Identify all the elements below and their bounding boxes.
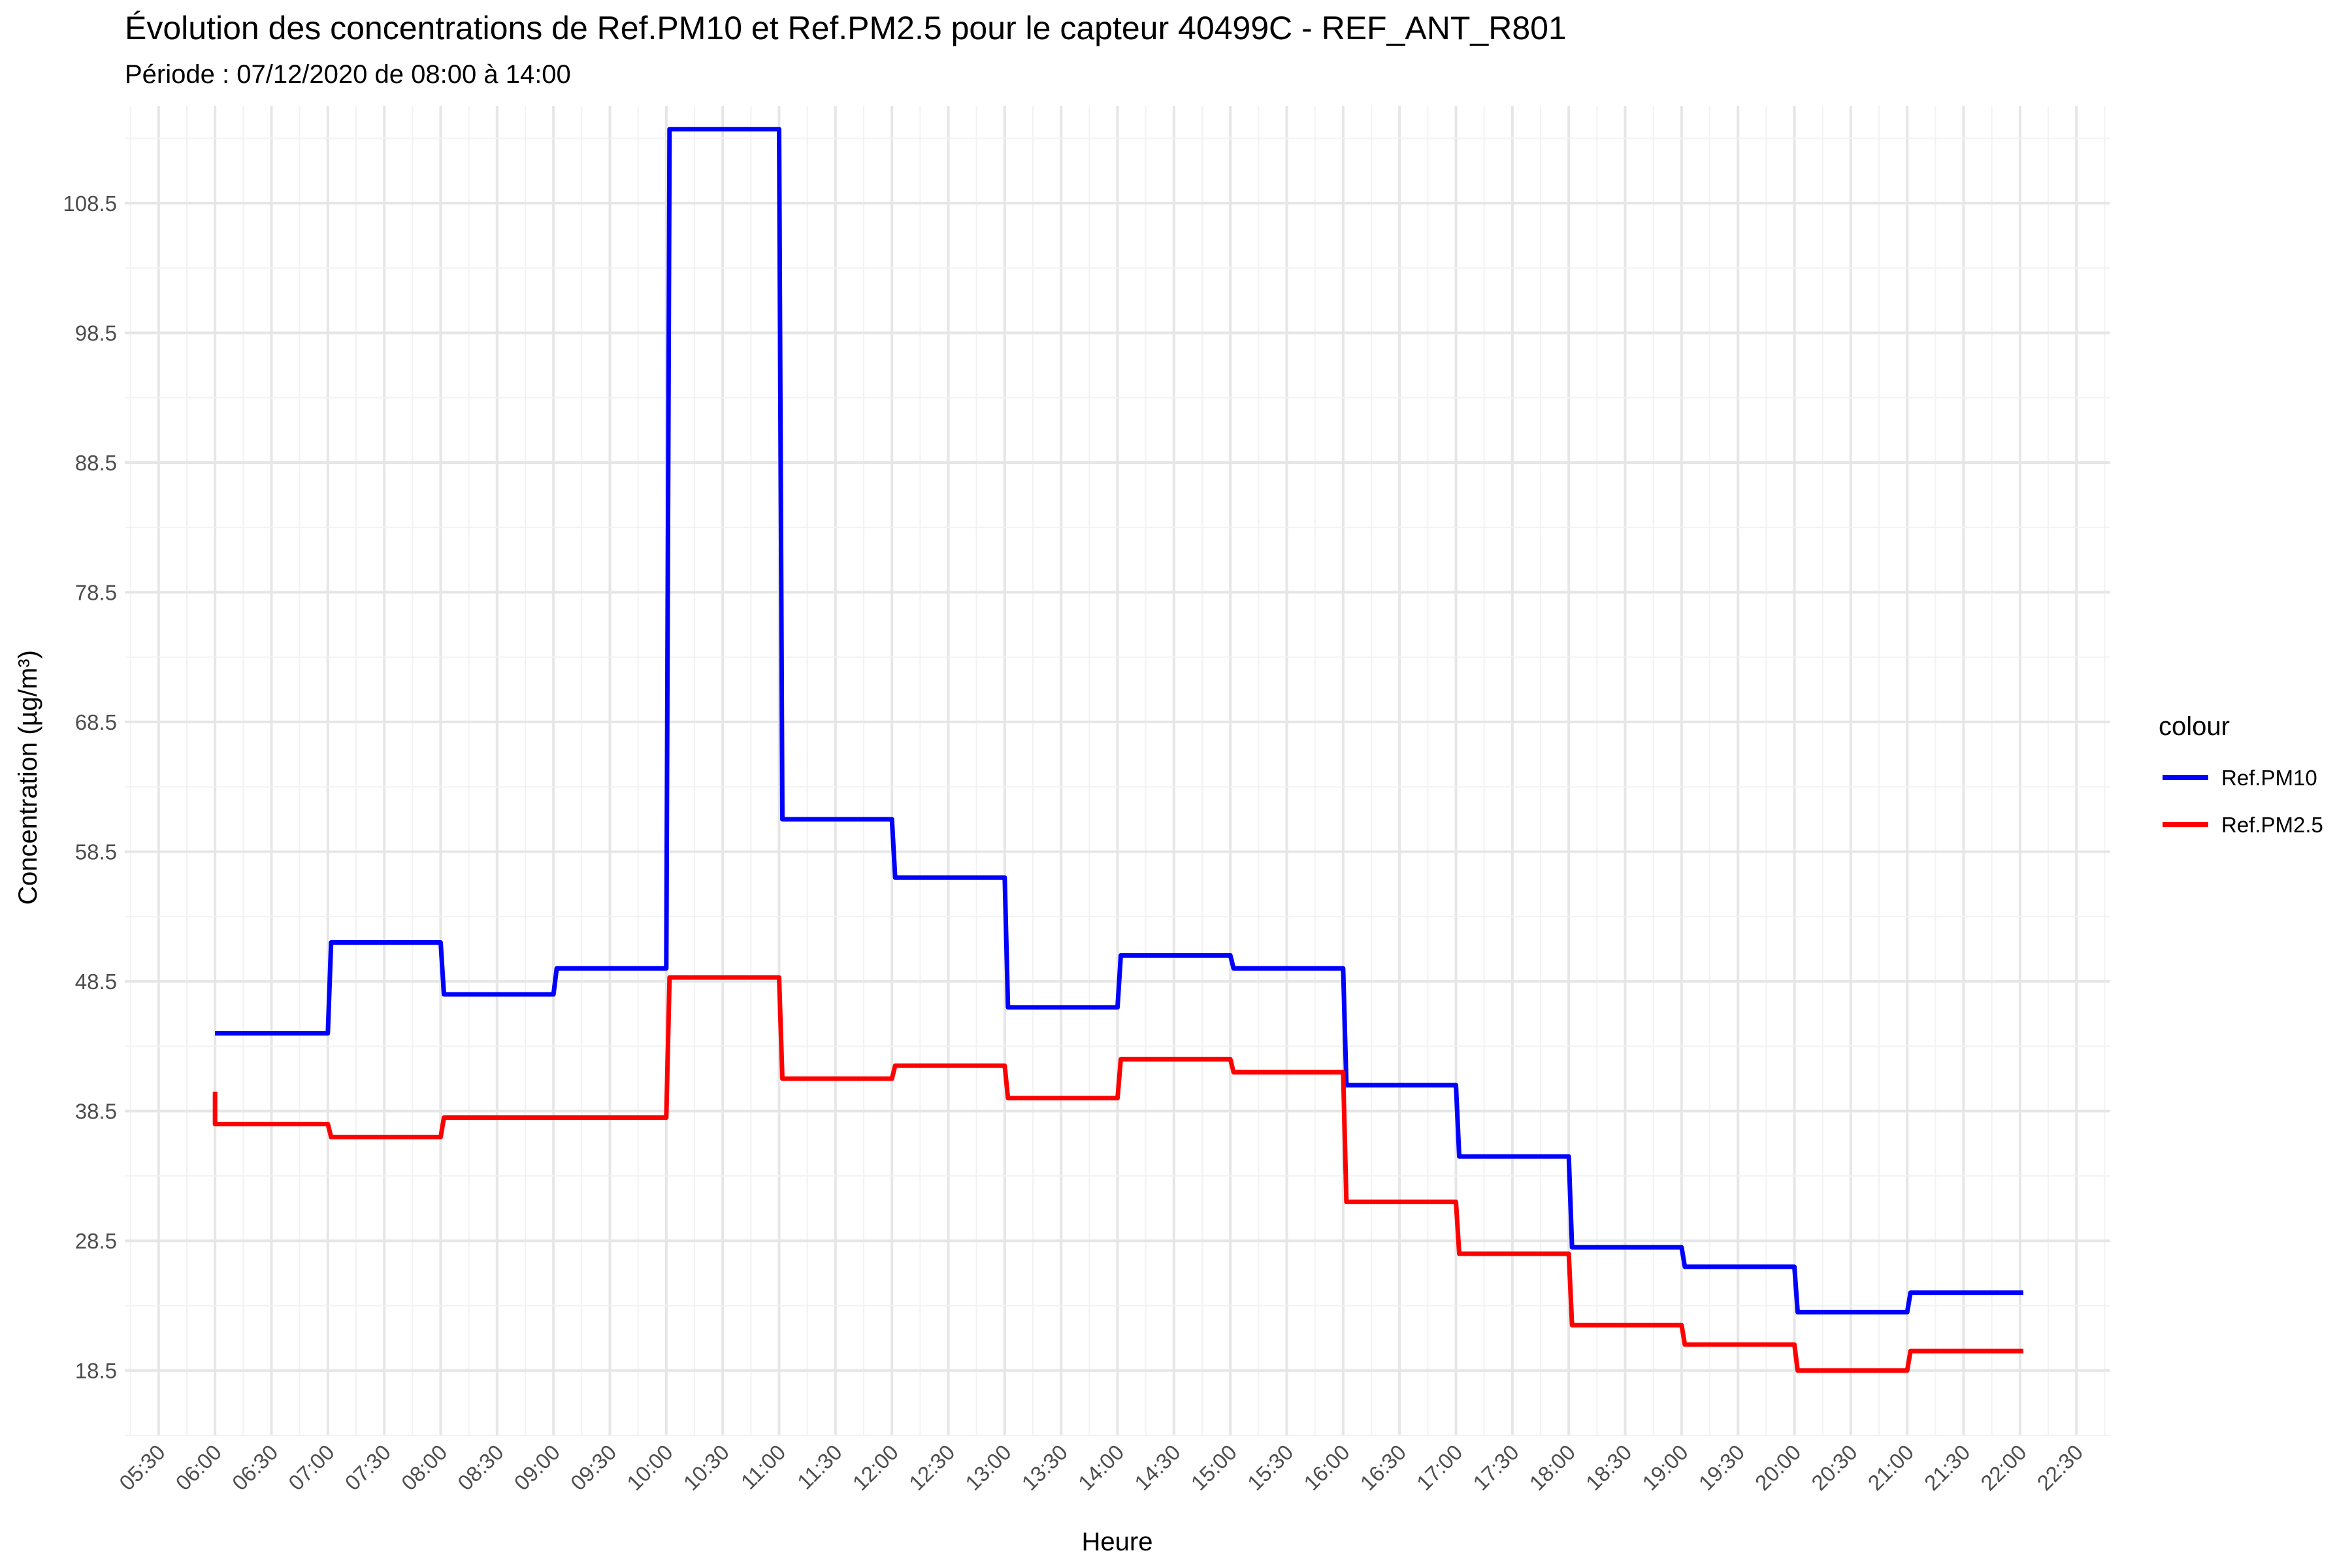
x-tick-label: 07:00 [284, 1440, 339, 1495]
x-tick-label: 19:30 [1694, 1440, 1750, 1495]
x-tick-label: 14:00 [1073, 1440, 1129, 1495]
y-tick-label: 58.5 [75, 840, 117, 864]
x-tick-label: 16:00 [1299, 1440, 1354, 1495]
x-tick-label: 08:00 [397, 1440, 452, 1495]
x-tick-label: 12:30 [904, 1440, 960, 1495]
x-tick-label: 06:00 [171, 1440, 227, 1495]
x-tick-label: 17:00 [1412, 1440, 1467, 1495]
x-tick-label: 08:30 [453, 1440, 508, 1495]
y-tick-label: 48.5 [75, 970, 117, 994]
x-tick-label: 13:00 [960, 1440, 1016, 1495]
y-tick-label: 38.5 [75, 1100, 117, 1124]
x-tick-label: 19:00 [1637, 1440, 1693, 1495]
y-tick-label: 108.5 [63, 191, 117, 216]
series-line-pm10 [215, 127, 2023, 1315]
x-axis-title: Heure [1082, 1527, 1153, 1556]
series-layer [212, 127, 2023, 1373]
y-axis-title: Concentration (µg/m³) [14, 650, 42, 905]
x-tick-label: 13:30 [1017, 1440, 1073, 1495]
y-tick-label: 98.5 [75, 321, 117, 345]
legend-title: colour [2159, 712, 2230, 741]
x-tick-label: 06:30 [227, 1440, 283, 1495]
x-tick-label: 11:00 [736, 1440, 791, 1494]
x-tick-labels: 05:30 06:00 06:30 07:00 07:30 08:00 08:30 09:00… [114, 1440, 2087, 1495]
y-tick-label: 28.5 [75, 1229, 117, 1253]
x-tick-label: 09:00 [510, 1440, 565, 1495]
legend: colour Ref.PM10 Ref.PM2.5 [2159, 712, 2323, 837]
y-tick-label: 18.5 [75, 1359, 117, 1383]
y-tick-label: 68.5 [75, 710, 117, 734]
x-tick-label: 20:30 [1806, 1440, 1862, 1495]
x-tick-label: 09:30 [566, 1440, 621, 1495]
x-tick-label: 05:30 [114, 1440, 170, 1495]
x-tick-label: 10:30 [679, 1440, 734, 1495]
x-tick-label: 16:30 [1356, 1440, 1411, 1495]
chart-subtitle: Période : 07/12/2020 de 08:00 à 14:00 [125, 60, 571, 89]
x-tick-label: 14:30 [1130, 1440, 1185, 1495]
x-tick-label: 18:30 [1581, 1440, 1637, 1495]
x-tick-label: 15:00 [1186, 1440, 1242, 1495]
x-tick-label: 22:30 [2033, 1440, 2088, 1495]
x-tick-label: 22:00 [1976, 1440, 2031, 1495]
chart-title: Évolution des concentrations de Ref.PM10… [125, 10, 1567, 46]
x-tick-label: 21:30 [1919, 1440, 1975, 1495]
x-tick-label: 11:30 [792, 1440, 847, 1494]
legend-label-pm10: Ref.PM10 [2221, 766, 2317, 790]
y-tick-label: 78.5 [75, 581, 117, 605]
x-tick-label: 21:00 [1863, 1440, 1919, 1495]
x-tick-label: 20:00 [1750, 1440, 1806, 1495]
x-tick-label: 07:30 [340, 1440, 396, 1495]
x-tick-label: 18:00 [1525, 1440, 1580, 1495]
series-line-pm25 [212, 975, 2023, 1373]
y-tick-labels: 18.5 28.5 38.5 48.5 58.5 68.5 78.5 88.5 98.5 108.… [63, 191, 117, 1383]
x-tick-label: 17:30 [1468, 1440, 1524, 1495]
grid-layer [125, 106, 2110, 1436]
x-tick-label: 15:30 [1243, 1440, 1298, 1495]
y-tick-label: 88.5 [75, 451, 117, 475]
x-tick-label: 10:00 [622, 1440, 678, 1495]
x-tick-label: 12:00 [848, 1440, 904, 1495]
legend-label-pm25: Ref.PM2.5 [2221, 813, 2323, 837]
